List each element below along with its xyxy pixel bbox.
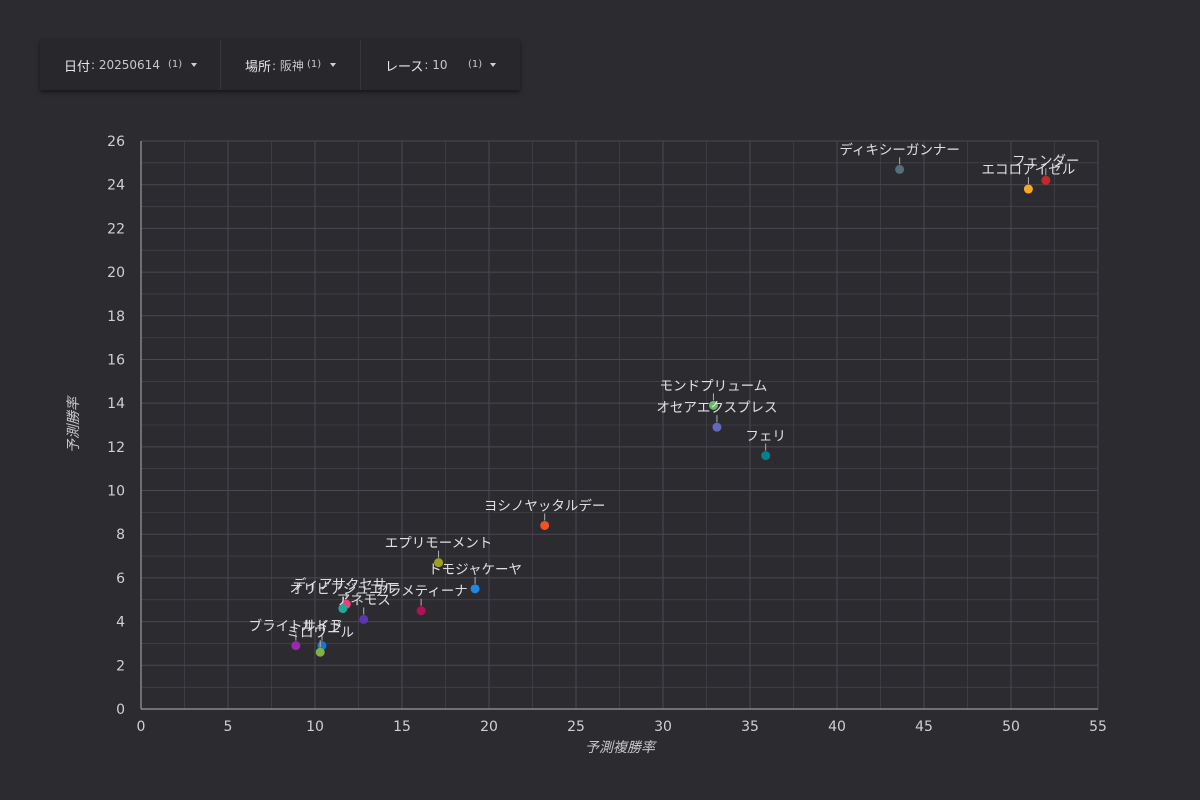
point-label: アネモス bbox=[337, 592, 391, 608]
y-tick-label: 16 bbox=[107, 352, 125, 368]
point-marker[interactable] bbox=[416, 606, 426, 616]
data-point[interactable]: エコロアイゼル bbox=[981, 162, 1075, 194]
place-dropdown-icon[interactable] bbox=[330, 63, 336, 67]
date-filter-label: 日付 bbox=[64, 59, 91, 75]
y-tick-label: 2 bbox=[116, 658, 125, 674]
race-filter-value: : 10 bbox=[424, 58, 448, 72]
point-marker[interactable] bbox=[291, 641, 301, 651]
point-marker[interactable] bbox=[1023, 184, 1033, 194]
y-tick-label: 22 bbox=[107, 221, 125, 237]
y-tick-label: 18 bbox=[107, 309, 125, 325]
point-label: オリビアジュエル bbox=[290, 582, 397, 598]
chart-axes: 0 5 10 15 20 25 30 35 40 45 50 55024681012141618202… bbox=[107, 134, 1107, 735]
x-tick-label: 15 bbox=[393, 719, 411, 735]
race-filter[interactable]: レース : 10 (1) bbox=[361, 40, 520, 90]
data-point[interactable]: アラメティーナ bbox=[374, 584, 468, 616]
filter-bar: 日付 : 20250614 (1) 場所 : 阪神 (1) レース : 10 (… bbox=[40, 40, 520, 90]
point-marker[interactable] bbox=[315, 647, 325, 657]
data-point[interactable]: ディキシーガンナー bbox=[839, 141, 960, 174]
y-tick-label: 8 bbox=[116, 527, 125, 543]
point-label: ヨシノヤッタルデー bbox=[484, 497, 606, 514]
x-tick-label: 5 bbox=[224, 719, 233, 735]
date-filter-count: (1) bbox=[168, 59, 183, 70]
y-tick-label: 26 bbox=[107, 134, 125, 150]
point-label: ブライトサイド bbox=[249, 618, 344, 635]
y-tick-label: 0 bbox=[116, 702, 125, 718]
point-marker[interactable] bbox=[359, 614, 369, 624]
data-point[interactable]: ルドラ bbox=[302, 619, 343, 651]
y-tick-label: 10 bbox=[107, 484, 125, 500]
point-marker[interactable] bbox=[895, 164, 905, 174]
data-point[interactable]: モンドプリューム bbox=[660, 378, 768, 410]
point-label: ディアサクセサー bbox=[293, 576, 400, 593]
point-marker[interactable] bbox=[761, 451, 771, 461]
x-tick-label: 35 bbox=[741, 719, 759, 735]
point-marker[interactable] bbox=[434, 558, 444, 568]
race-dropdown-icon[interactable] bbox=[490, 63, 496, 67]
x-tick-label: 0 bbox=[137, 719, 146, 735]
data-point[interactable]: アネモス bbox=[337, 592, 391, 624]
y-tick-label: 20 bbox=[107, 265, 125, 281]
race-filter-label: レース bbox=[385, 59, 424, 75]
data-point[interactable]: フェンダー bbox=[1012, 153, 1080, 185]
point-marker[interactable] bbox=[338, 604, 348, 614]
point-label: ミロワール bbox=[286, 625, 354, 641]
point-marker[interactable] bbox=[470, 584, 480, 594]
point-label: フェンダー bbox=[1012, 153, 1080, 169]
data-point[interactable]: トモジャケーヤ bbox=[428, 562, 522, 594]
point-label: ディキシーガンナー bbox=[839, 141, 960, 158]
y-tick-label: 24 bbox=[107, 178, 125, 194]
place-filter[interactable]: 場所 : 阪神 (1) bbox=[221, 40, 361, 90]
data-point[interactable]: ブライトサイド bbox=[249, 618, 344, 651]
date-dropdown-icon[interactable] bbox=[191, 63, 197, 67]
point-label: アラメティーナ bbox=[374, 584, 467, 600]
point-label: トモジャケーヤ bbox=[428, 562, 522, 578]
x-tick-label: 40 bbox=[828, 719, 846, 735]
race-filter-count: (1) bbox=[468, 59, 483, 70]
x-tick-label: 30 bbox=[654, 719, 672, 735]
x-axis-title: 予測複勝率 bbox=[585, 740, 657, 756]
point-label: エプリモーメント bbox=[385, 536, 492, 552]
x-tick-label: 10 bbox=[306, 719, 324, 735]
data-point[interactable]: オリビアジュエル bbox=[290, 582, 397, 614]
point-label: オセアエクスプレス bbox=[656, 400, 777, 416]
x-tick-label: 55 bbox=[1089, 719, 1107, 735]
chart-points: ディキシーガンナーフェンダーエコロアイゼルモンドプリュームオセアエクスプレスフェ… bbox=[249, 141, 1080, 657]
date-filter-value: : 20250614 bbox=[91, 58, 160, 72]
x-tick-label: 20 bbox=[480, 719, 498, 735]
y-tick-label: 4 bbox=[116, 615, 125, 631]
place-filter-value: : 阪神 bbox=[272, 58, 304, 73]
place-filter-label: 場所 bbox=[245, 59, 272, 75]
data-point[interactable]: ヨシノヤッタルデー bbox=[484, 497, 606, 530]
point-label: モンドプリューム bbox=[660, 378, 768, 394]
y-tick-label: 6 bbox=[116, 571, 125, 587]
data-point[interactable]: ミロワール bbox=[286, 625, 354, 657]
point-marker[interactable] bbox=[1041, 175, 1051, 185]
data-point[interactable]: オセアエクスプレス bbox=[656, 400, 777, 432]
y-tick-label: 14 bbox=[107, 396, 125, 412]
x-tick-label: 45 bbox=[915, 719, 933, 735]
data-point[interactable]: フェリ bbox=[745, 429, 786, 461]
point-label: フェリ bbox=[745, 429, 786, 445]
x-tick-label: 25 bbox=[567, 719, 585, 735]
y-tick-label: 12 bbox=[107, 440, 125, 456]
point-marker[interactable] bbox=[708, 400, 718, 410]
data-point[interactable]: エプリモーメント bbox=[385, 536, 492, 568]
point-label: ルドラ bbox=[302, 619, 343, 635]
y-axis-title: 予測勝率 bbox=[66, 395, 82, 453]
point-marker[interactable] bbox=[540, 520, 550, 530]
place-filter-count: (1) bbox=[307, 59, 322, 70]
x-tick-label: 50 bbox=[1002, 719, 1020, 735]
point-marker[interactable] bbox=[712, 422, 722, 432]
date-filter[interactable]: 日付 : 20250614 (1) bbox=[40, 40, 221, 90]
point-label: エコロアイゼル bbox=[981, 162, 1075, 178]
